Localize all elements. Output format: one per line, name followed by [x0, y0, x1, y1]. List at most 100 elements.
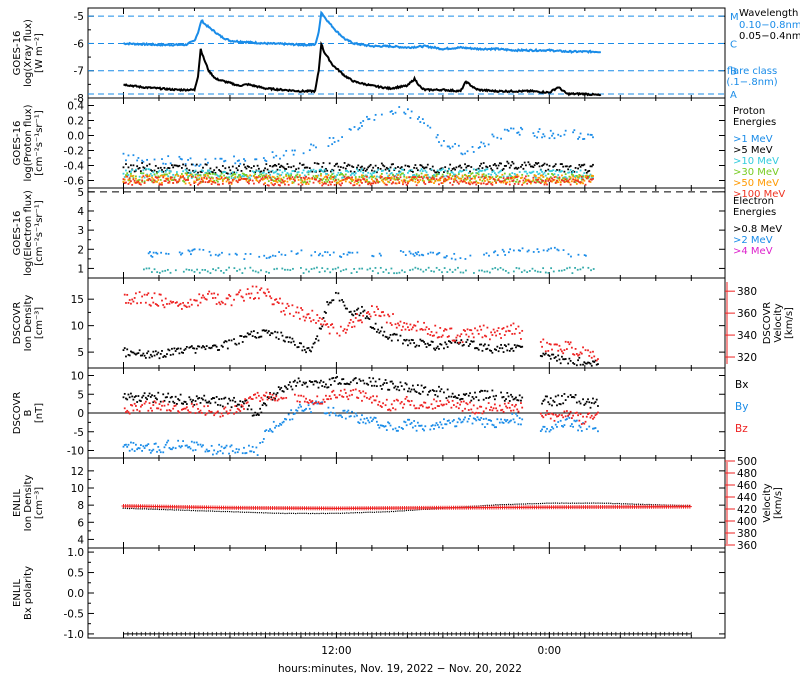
series-point	[182, 408, 185, 411]
series-point	[184, 407, 187, 410]
series-point	[315, 338, 317, 340]
series-point	[162, 175, 165, 177]
series-point	[184, 444, 187, 447]
series-point	[307, 170, 310, 172]
series-point	[265, 270, 268, 273]
series-point	[331, 181, 334, 184]
series-point	[246, 408, 249, 411]
series-point	[147, 178, 150, 181]
series-point	[491, 423, 494, 426]
series-point	[154, 176, 157, 179]
series-point	[492, 177, 495, 180]
series-point	[441, 404, 444, 407]
series-point	[366, 174, 368, 177]
series-point	[449, 340, 452, 343]
series-point	[122, 349, 125, 352]
series-point	[159, 293, 162, 296]
series-point	[286, 512, 288, 515]
series-point	[245, 452, 248, 454]
series-point	[474, 327, 476, 330]
legend-item: 0.10−0.8nm	[739, 20, 800, 31]
series-point	[313, 267, 316, 270]
series-point	[353, 184, 356, 186]
series-point	[308, 170, 311, 173]
series-point	[459, 398, 461, 401]
series-point	[246, 401, 249, 404]
series-point	[449, 163, 452, 166]
series-point	[498, 162, 501, 165]
series-point	[465, 182, 468, 184]
series-point	[416, 118, 419, 120]
series-point	[348, 311, 351, 313]
series-point	[130, 164, 132, 167]
series-point	[281, 397, 284, 400]
series-point	[409, 323, 412, 326]
series-point	[330, 383, 332, 386]
series-point	[378, 378, 381, 381]
series-point	[379, 330, 382, 333]
series-point	[306, 385, 309, 388]
right-y-tick-label: 400	[737, 516, 757, 528]
series-point	[135, 168, 137, 171]
series-point	[467, 181, 470, 184]
series-point	[235, 448, 238, 450]
series-point	[374, 177, 377, 180]
series-point	[204, 163, 207, 166]
series-point	[271, 303, 274, 306]
right-y-tick-label: 480	[737, 468, 757, 480]
series-point	[435, 266, 438, 269]
series-point	[276, 181, 279, 184]
series-point	[395, 429, 398, 432]
series-point	[311, 170, 314, 173]
series-point	[245, 399, 248, 402]
series-point	[256, 164, 259, 167]
series-point	[152, 448, 155, 451]
series-point	[484, 504, 486, 507]
series-point	[280, 423, 283, 426]
series-point	[500, 176, 502, 179]
series-point	[520, 399, 522, 402]
series-point	[394, 111, 397, 114]
series-point	[281, 302, 284, 305]
series-point	[436, 336, 439, 339]
series-point	[387, 421, 389, 424]
series-point	[436, 173, 439, 176]
series-point	[189, 183, 192, 186]
series-point	[195, 173, 198, 176]
series-point	[413, 174, 416, 176]
series-point	[321, 325, 324, 328]
series-point	[594, 427, 597, 429]
series-point	[125, 174, 127, 177]
series-point	[302, 345, 305, 348]
series-point	[286, 172, 289, 174]
series-point	[280, 174, 283, 176]
series-point	[241, 511, 244, 513]
series-point	[220, 177, 223, 179]
series-point	[180, 445, 183, 448]
series-point	[284, 169, 286, 172]
series-point	[567, 171, 570, 174]
series-point	[328, 181, 331, 183]
series-point	[223, 171, 225, 173]
series-point	[589, 362, 592, 365]
series-point	[320, 512, 322, 514]
legend-item: >100 MeV	[733, 189, 785, 200]
series-point	[397, 385, 399, 388]
series-point	[440, 144, 443, 147]
series-point	[287, 383, 290, 386]
series-point	[130, 180, 132, 183]
series-point	[385, 398, 388, 401]
series-point	[228, 253, 231, 256]
series-point	[315, 322, 317, 324]
series-point	[459, 180, 461, 183]
series-point	[508, 406, 511, 409]
series-point	[164, 177, 167, 180]
series-point	[265, 391, 268, 394]
y-axis-label: GOES-16	[12, 31, 23, 76]
series-point	[515, 403, 517, 406]
series-point	[244, 452, 247, 455]
series-point	[292, 413, 295, 415]
series-point	[256, 176, 259, 179]
series-point	[464, 163, 466, 166]
series-point	[450, 171, 453, 173]
